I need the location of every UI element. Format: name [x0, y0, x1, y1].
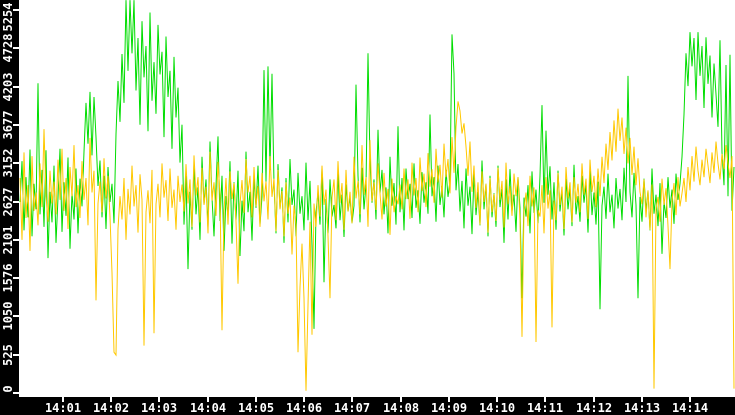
x-tick-label: 14:08	[382, 401, 420, 415]
x-tick-mark	[689, 397, 691, 402]
x-tick-mark	[255, 397, 257, 402]
x-tick-mark	[62, 397, 64, 402]
x-tick-label: 14:12	[575, 401, 613, 415]
y-tick-label: 4728	[1, 33, 15, 63]
green-series-line	[19, 0, 735, 329]
x-tick-mark	[400, 397, 402, 402]
x-tick-mark	[544, 397, 546, 402]
x-tick-mark	[641, 397, 643, 402]
yellow-series-line	[19, 101, 735, 391]
x-tick-label: 14:13	[623, 401, 661, 415]
x-tick-label: 14:02	[92, 401, 130, 415]
y-tick-mark	[13, 86, 19, 88]
y-tick-label: 3677	[1, 110, 15, 140]
x-tick-mark	[158, 397, 160, 402]
x-tick-mark	[303, 397, 305, 402]
x-tick-label: 14:06	[285, 401, 323, 415]
y-tick-mark	[13, 162, 19, 164]
x-tick-label: 14:03	[140, 401, 178, 415]
x-tick-label: 14:14	[671, 401, 709, 415]
x-tick-mark	[448, 397, 450, 402]
x-tick-mark	[351, 397, 353, 402]
y-tick-mark	[13, 124, 19, 126]
x-tick-label: 14:05	[237, 401, 275, 415]
x-tick-mark	[496, 397, 498, 402]
x-tick-label: 14:07	[333, 401, 371, 415]
x-tick-label: 14:01	[44, 401, 82, 415]
y-tick-mark	[13, 201, 19, 203]
y-tick-label: 1576	[1, 263, 15, 293]
y-tick-label: 2627	[1, 187, 15, 217]
y-tick-label: 4203	[1, 72, 15, 102]
y-tick-mark	[13, 315, 19, 317]
y-tick-mark	[13, 392, 19, 394]
x-tick-mark	[593, 397, 595, 402]
y-tick-mark	[13, 239, 19, 241]
x-tick-label: 14:11	[526, 401, 564, 415]
x-tick-label: 14:10	[478, 401, 516, 415]
y-tick-label: 1050	[1, 301, 15, 331]
y-tick-mark	[13, 47, 19, 49]
x-tick-mark	[207, 397, 209, 402]
y-tick-label: 5254	[1, 2, 15, 32]
y-tick-label: 3152	[1, 148, 15, 178]
y-tick-label: 525	[1, 344, 15, 366]
y-tick-mark	[13, 354, 19, 356]
x-tick-label: 14:09	[430, 401, 468, 415]
y-tick-mark	[13, 9, 19, 11]
x-tick-mark	[110, 397, 112, 402]
y-tick-mark	[13, 277, 19, 279]
y-tick-label: 2101	[1, 225, 15, 255]
x-tick-label: 14:04	[189, 401, 227, 415]
y-tick-label: 0	[1, 385, 15, 393]
